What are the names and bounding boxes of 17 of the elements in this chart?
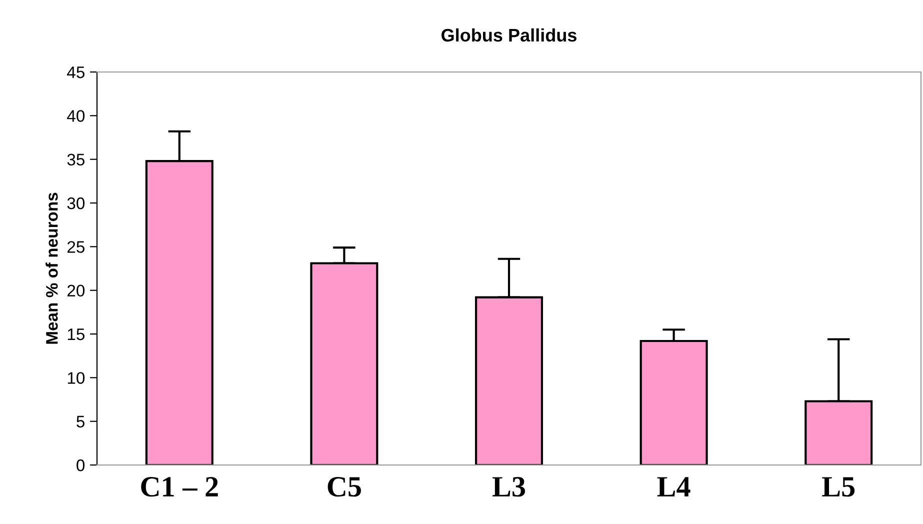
y-tick-label: 15 [68,328,84,340]
y-tick-label: 25 [67,241,84,253]
y-tick-label: 45 [67,66,84,78]
x-tick-label: L3 [492,477,526,497]
x-tick-label: L4 [657,477,690,496]
y-tick-label: 5 [76,416,84,428]
x-tick-label: C5 [328,477,361,497]
x-tick-label: C1 – 2 [141,477,218,497]
y-axis-title: Mean % of neurons [46,192,58,344]
y-tick-label: 40 [67,110,85,122]
y-tick-label: 20 [67,284,85,297]
y-tick-label: 0 [76,459,85,472]
y-tick-label: 35 [67,154,84,166]
x-tick-label: L5 [822,477,855,497]
y-tick-label: 10 [68,372,85,384]
chart-title: Globus Pallidus [442,28,576,42]
y-tick-label: 30 [67,197,85,210]
